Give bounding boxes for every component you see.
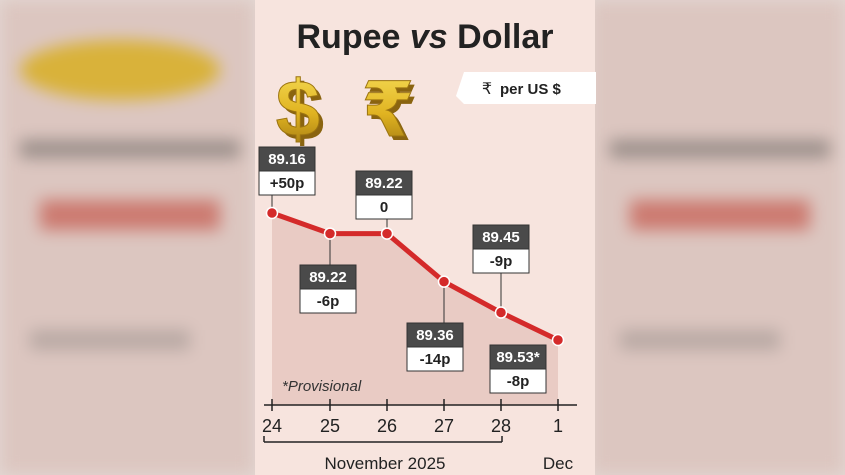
data-point-25 [323, 227, 337, 240]
data-labels: 89.16 +50p 89.22 -6p 89.22 0 89.36 -14p 89.45 -9p… [258, 146, 547, 394]
change-box-26 [355, 194, 413, 220]
value-label-26: 89.22 [365, 175, 403, 192]
value-label-25: 89.22 [309, 269, 347, 286]
rupee-symbol-shadow: ₹ [366, 69, 419, 158]
x-tick-label-24: 24 [262, 416, 282, 436]
data-point-28 [494, 306, 508, 319]
unit-label: per US $ [500, 81, 562, 98]
chart-title: Rupee vs Dollar [297, 18, 554, 56]
area-under-line [272, 213, 558, 405]
change-box-25 [299, 288, 357, 314]
month-label-dec: Dec [543, 454, 574, 473]
dollar-symbol-shadow: $ [280, 68, 325, 157]
change-box-1 [489, 368, 547, 394]
x-tick-label-1: 1 [553, 416, 563, 436]
change-label-1: -8p [507, 373, 530, 390]
x-tick-label-28: 28 [491, 416, 511, 436]
value-box-24 [258, 146, 316, 172]
data-point-24 [265, 206, 279, 220]
value-box-26 [355, 170, 413, 196]
change-label-27: -14p [420, 351, 451, 368]
change-label-24: +50p [270, 175, 305, 192]
value-box-1 [489, 344, 547, 370]
x-axis-ticks: 24 25 26 27 28 1 [262, 399, 563, 436]
value-box-28 [472, 224, 530, 250]
blurred-background-right [590, 0, 845, 475]
rate-line [271, 210, 560, 343]
value-label-1: 89.53* [496, 349, 540, 366]
rupee-unit-icon: ₹ [482, 79, 492, 98]
data-point-1 [551, 333, 565, 347]
change-label-25: -6p [317, 293, 340, 310]
value-label-28: 89.45 [482, 229, 520, 246]
x-tick-label-25: 25 [320, 416, 340, 436]
rupee-icon: ₹ [362, 65, 415, 154]
value-box-25 [299, 264, 357, 290]
unit-tag: ₹ per US $ [456, 72, 596, 104]
change-label-28: -9p [490, 253, 513, 270]
data-point-26 [380, 227, 394, 240]
blurred-background-left [0, 0, 255, 475]
value-label-24: 89.16 [268, 151, 306, 168]
month-label-november: November 2025 [325, 454, 446, 473]
change-box-28 [472, 248, 530, 274]
data-points [265, 206, 565, 347]
change-label-26: 0 [380, 199, 388, 216]
value-box-27 [406, 322, 464, 348]
provisional-note: *Provisional [282, 378, 362, 395]
change-box-27 [406, 346, 464, 372]
value-label-27: 89.36 [416, 327, 454, 344]
change-box-24 [258, 170, 316, 196]
dollar-icon: $ [276, 64, 321, 153]
data-point-27 [437, 275, 451, 288]
x-tick-label-26: 26 [377, 416, 397, 436]
x-tick-label-27: 27 [434, 416, 454, 436]
